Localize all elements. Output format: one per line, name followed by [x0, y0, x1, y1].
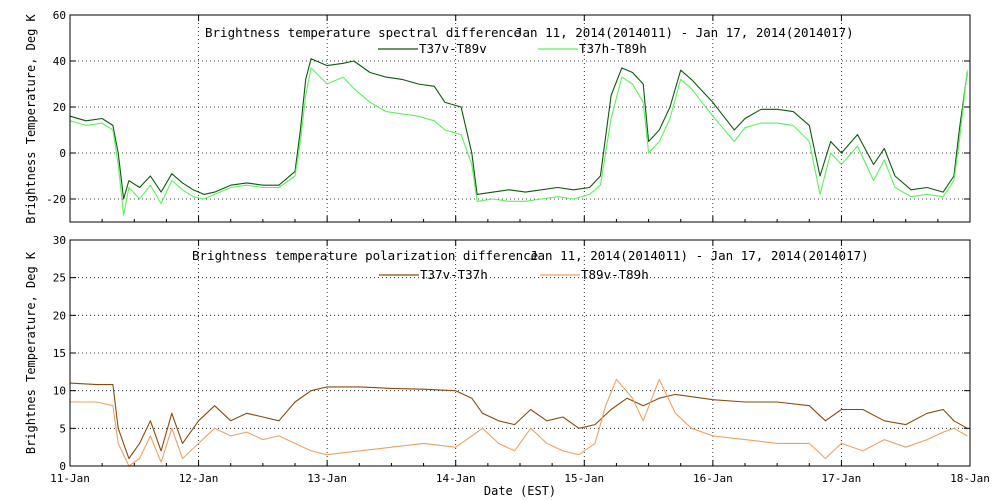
bottom-date-range: Jan 11, 2014(2014011) - Jan 17, 2014(201… — [530, 248, 869, 263]
x-tick-label: 15-Jan — [564, 472, 604, 485]
top-panel: -20 0 20 40 60 Brightness temperature spectr… — [24, 9, 971, 224]
bottom-chart-title: Brightness temperature polarization diff… — [192, 248, 538, 263]
top-y-tick-label: 40 — [53, 55, 66, 68]
x-tick-label: 11-Jan — [50, 472, 90, 485]
bottom-y-tick-label: 25 — [53, 272, 66, 285]
series-line-t37v-t37h — [69, 382, 968, 460]
series-line-t37v-t89v — [69, 58, 968, 200]
top-y-tick-label: 20 — [53, 101, 66, 114]
x-tick-label: 18-Jan — [950, 472, 990, 485]
top-y-tick-label: 0 — [59, 147, 66, 160]
bottom-y-tick-label: 0 — [59, 460, 66, 473]
top-y-axis-label: Brightness Temperature, Deg K — [24, 13, 38, 223]
x-axis-label: Date (EST) — [484, 484, 556, 498]
top-y-ticks: -20 0 20 40 60 — [46, 9, 970, 206]
x-tick-label: 13-Jan — [307, 472, 347, 485]
series-line-t37h-t89h — [69, 67, 968, 216]
top-chart-title: Brightness temperature spectral differen… — [205, 25, 521, 40]
bottom-y-tick-label: 10 — [53, 385, 66, 398]
legend-label-t37h-t89h: T37h-T89h — [579, 41, 647, 56]
bottom-series — [69, 378, 968, 467]
bottom-y-ticks: 0 5 10 15 20 25 30 — [53, 234, 970, 473]
legend-label-t37v-t37h: T37v-T37h — [420, 267, 488, 282]
bottom-legend: T37v-T37h T89v-T89h — [379, 267, 649, 282]
x-tick-label: 16-Jan — [693, 472, 733, 485]
bottom-y-tick-label: 15 — [53, 347, 66, 360]
top-date-range: Jan 11, 2014(2014011) - Jan 17, 2014(201… — [515, 25, 854, 40]
top-legend: T37v-T89v T37h-T89h — [378, 41, 647, 56]
bottom-panel: 0 5 10 15 20 25 30 11-Jan 12-Jan 13-Jan 14-Jan 15-… — [24, 234, 990, 485]
bottom-x-ticks: 11-Jan 12-Jan 13-Jan 14-Jan 15-Jan 16-Jan 17-J… — [50, 240, 990, 485]
bottom-y-tick-label: 20 — [53, 309, 66, 322]
bottom-y-axis-label: Brightnes Temperature, Deg K — [24, 251, 38, 454]
series-line-t89v-t89h — [70, 378, 968, 467]
legend-label-t89v-t89h: T89v-T89h — [581, 267, 649, 282]
bottom-y-tick-label: 30 — [53, 234, 66, 247]
top-y-tick-label: -20 — [46, 193, 66, 206]
top-grid — [70, 15, 970, 222]
legend-label-t37v-t89v: T37v-T89v — [419, 41, 487, 56]
x-tick-label: 17-Jan — [822, 472, 862, 485]
top-x-ticks — [69, 15, 971, 222]
bottom-y-tick-label: 5 — [59, 422, 66, 435]
x-tick-label: 14-Jan — [436, 472, 476, 485]
top-y-tick-label: 60 — [53, 9, 66, 22]
top-series — [69, 58, 968, 216]
x-tick-label: 12-Jan — [179, 472, 219, 485]
bottom-grid — [70, 240, 970, 466]
